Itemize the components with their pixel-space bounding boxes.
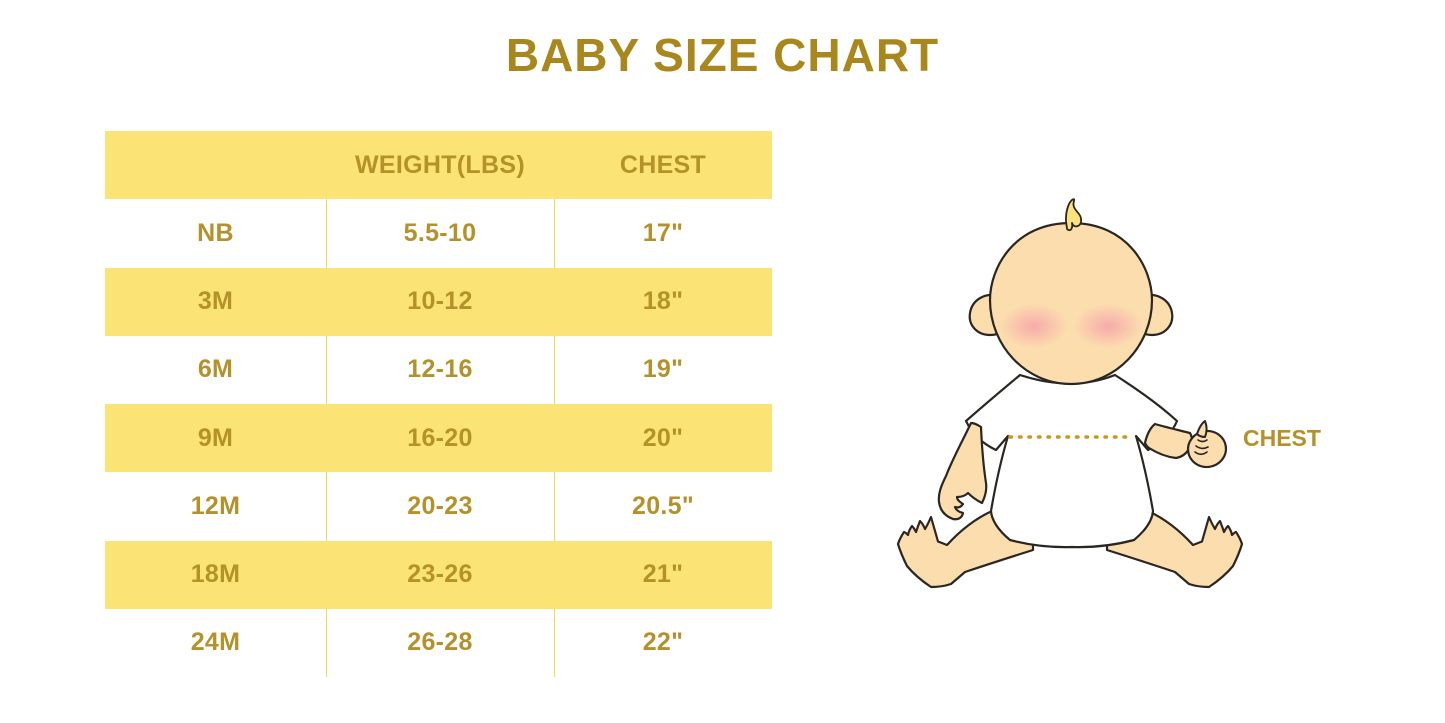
- svg-text:CHEST: CHEST: [1243, 425, 1321, 451]
